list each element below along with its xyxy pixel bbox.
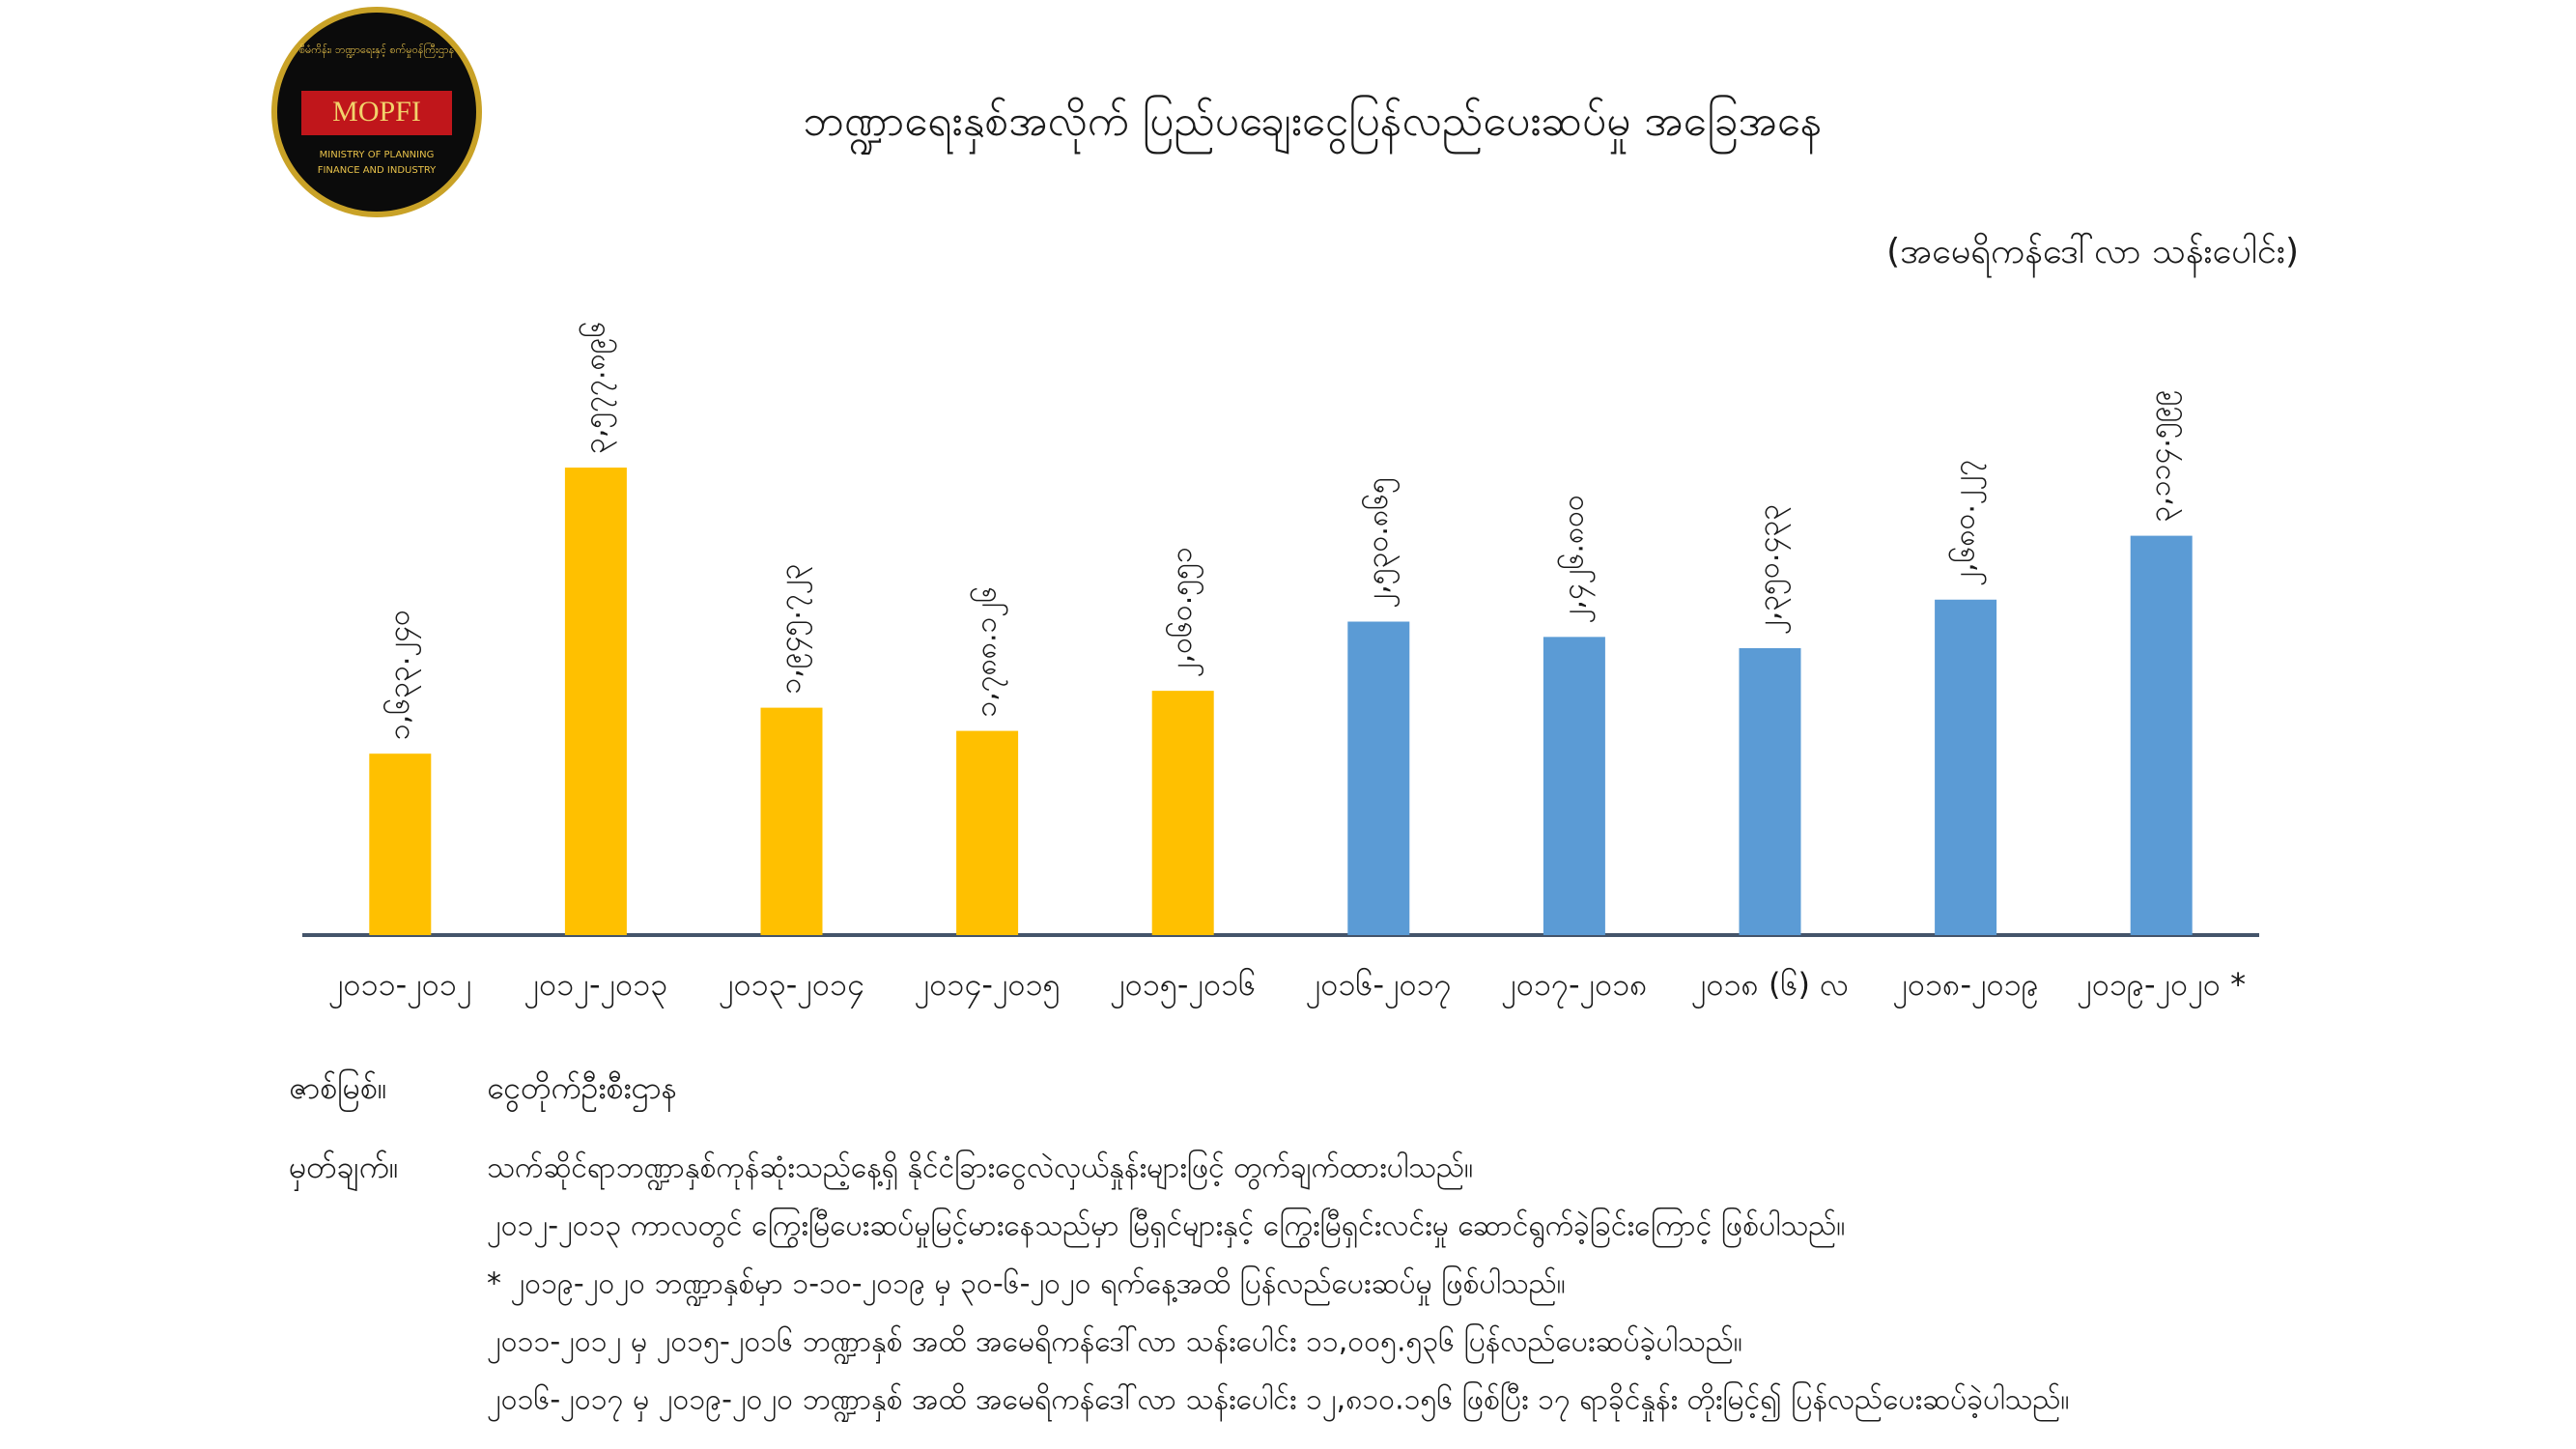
logo-line: FINANCE AND INDUSTRY — [318, 165, 437, 176]
value-label: ၂,၀၆၀.၅၅၁ — [1164, 547, 1204, 677]
x-tick-label: ၂၀၁၁-၂၀၁၂ — [328, 966, 472, 1009]
bar — [1739, 647, 1801, 935]
note-line: * ၂၀၁၉-၂၀၂၀ ဘဏ္ဍာနှစ်မှာ ၁-၁၀-၂၀၁၉ မှ ၃၀… — [487, 1265, 1566, 1307]
chart-title: ဘဏ္ဍာရေးနှစ်အလိုက် ပြည်ပချေးငွေပြန်လည်ပေ… — [803, 95, 1822, 156]
note-line: ၂၀၁၂-၂၀၁၃ ကာလတွင် ကြွေးမြီပေးဆပ်မှုမြင့်… — [487, 1208, 1845, 1249]
note-line: ၂၀၁၆-၂၀၁၇ မှ ၂၀၁၉-၂၀၂၀ ဘဏ္ဍာနှစ် အထိ အမေ… — [487, 1381, 2070, 1423]
bar — [1347, 621, 1410, 935]
source-text: ငွေတိုက်ဦးစီးဌာန — [487, 1069, 677, 1112]
x-tick-label: ၂၀၁၉-၂၀၂၀ * — [2077, 966, 2246, 1009]
value-label: ၁,၇၈၈.၁၂၆ — [969, 586, 1009, 718]
value-label: ၁,၉၄၅.၇၂၃ — [774, 564, 813, 695]
x-tick-label: ၂၀၁၇-၂၀၁၈ — [1501, 966, 1647, 1009]
x-tick-label: ၂၀၁၄-၂၀၁၅ — [915, 966, 1061, 1009]
value-label: ၂,၃၅၀.၄၃၃ — [1752, 504, 1792, 635]
x-tick-label: ၂၀၁၂-၂၀၁၃ — [524, 966, 668, 1009]
value-label: ၃,၅၇၇.၈၉၆ — [577, 322, 617, 454]
x-tick-label: ၂၀၁၈ (၆) လ — [1691, 966, 1849, 1009]
logo-band — [301, 91, 452, 135]
logo-name: MOPFI — [332, 96, 421, 128]
note-line: ၂၀၁၁-၂၀၁၂ မှ ၂၀၁၅-၂၀၁၆ ဘဏ္ဍာနှစ် အထိ အမေ… — [487, 1323, 1742, 1365]
value-label: ၂,၅၃၀.၈၆၅ — [1360, 477, 1401, 608]
notes-label: မှတ်ချက်။ — [289, 1149, 399, 1191]
bar — [760, 707, 823, 935]
value-label: ၃,၁၁၄.၅၉၉ — [2143, 389, 2183, 522]
value-label: ၂,၆၈၀.၂၂၇ — [1947, 460, 1988, 586]
note-line: သက်ဆိုင်ရာဘဏ္ဍာနှစ်ကုန်ဆုံးသည့်နေ့ရှိ နိ… — [487, 1150, 1473, 1191]
bar — [1543, 637, 1605, 935]
bar — [564, 468, 627, 935]
unit-label: (အမေရိကန်ဒေါ်လာ သန်းပေါင်း) — [1886, 232, 2299, 278]
x-tick-label: ၂၀၁၅-၂၀၁၆ — [1110, 966, 1256, 1009]
logo-top-text: စီမံကိန်း၊ ဘဏ္ဍာရေးနှင့် စက်မှုဝန်ကြီးဌာ… — [299, 43, 454, 58]
logo: စီမံကိန်း၊ ဘဏ္ဍာရေးနှင့် စက်မှုဝန်ကြီးဌာ… — [271, 7, 482, 217]
x-tick-label: ၂၀၁၈-၂၀၁၉ — [1892, 966, 2038, 1009]
bar — [956, 730, 1019, 935]
x-tick-label: ၂၀၁၆-၂၀၁၇ — [1306, 966, 1452, 1009]
source-label: ဇာစ်မြစ်။ — [289, 1069, 387, 1112]
x-tick-label: ၂၀၁၃-၂၀၁၄ — [719, 966, 864, 1009]
bar — [369, 753, 432, 935]
value-label: ၁,၆၃၃.၂၄၀ — [382, 610, 422, 740]
logo-line: MINISTRY OF PLANNING — [320, 150, 435, 160]
bar — [1935, 599, 1997, 935]
value-label: ၂,၄၂၆.၈၀၀ — [1555, 495, 1596, 623]
bar — [2130, 535, 2193, 935]
bar — [1151, 691, 1214, 935]
